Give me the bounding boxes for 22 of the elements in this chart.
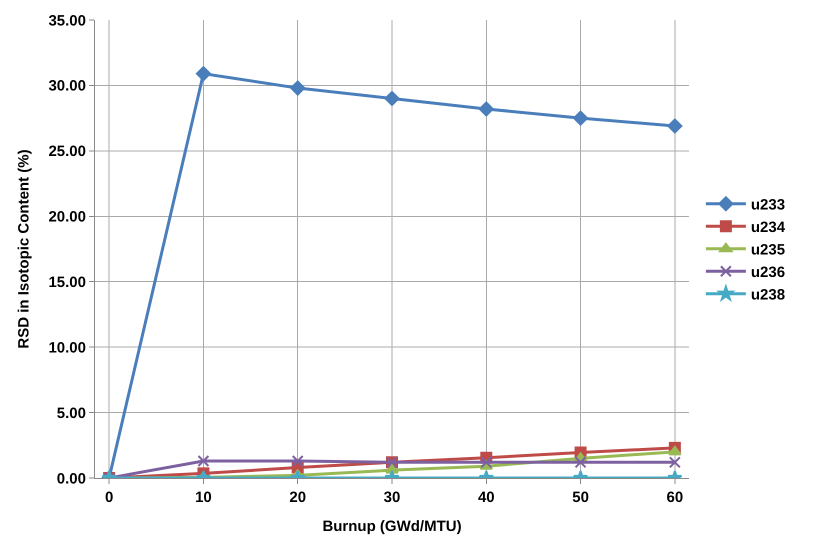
y-tick-label: 35.00 bbox=[48, 12, 86, 30]
legend-label: u233 bbox=[750, 196, 786, 214]
x-tick-label: 0 bbox=[104, 489, 114, 506]
legend-label: u234 bbox=[750, 219, 786, 236]
y-tick-label: 30.00 bbox=[48, 78, 86, 95]
y-tick-label: 25.00 bbox=[48, 143, 86, 160]
x-tick-label: 50 bbox=[572, 489, 589, 506]
x-tick-label: 10 bbox=[195, 489, 212, 506]
legend-label: u238 bbox=[750, 286, 786, 304]
y-tick-label: 10.00 bbox=[48, 339, 86, 356]
x-tick-label: 20 bbox=[289, 489, 306, 506]
y-tick-label: 0.00 bbox=[56, 470, 86, 488]
y-axis-title: RSD in Isotopic Content (%) bbox=[16, 149, 33, 349]
legend-label: u236 bbox=[750, 264, 786, 282]
x-tick-label: 40 bbox=[478, 489, 495, 506]
x-tick-label: 30 bbox=[384, 489, 400, 506]
x-axis-title: Burnup (GWd/MTU) bbox=[322, 518, 462, 535]
legend-label: u235 bbox=[750, 242, 786, 259]
x-tick-label: 60 bbox=[666, 489, 684, 506]
y-tick-label: 15.00 bbox=[48, 274, 86, 291]
y-tick-label: 20.00 bbox=[48, 208, 86, 226]
y-tick-label: 5.00 bbox=[56, 404, 86, 422]
